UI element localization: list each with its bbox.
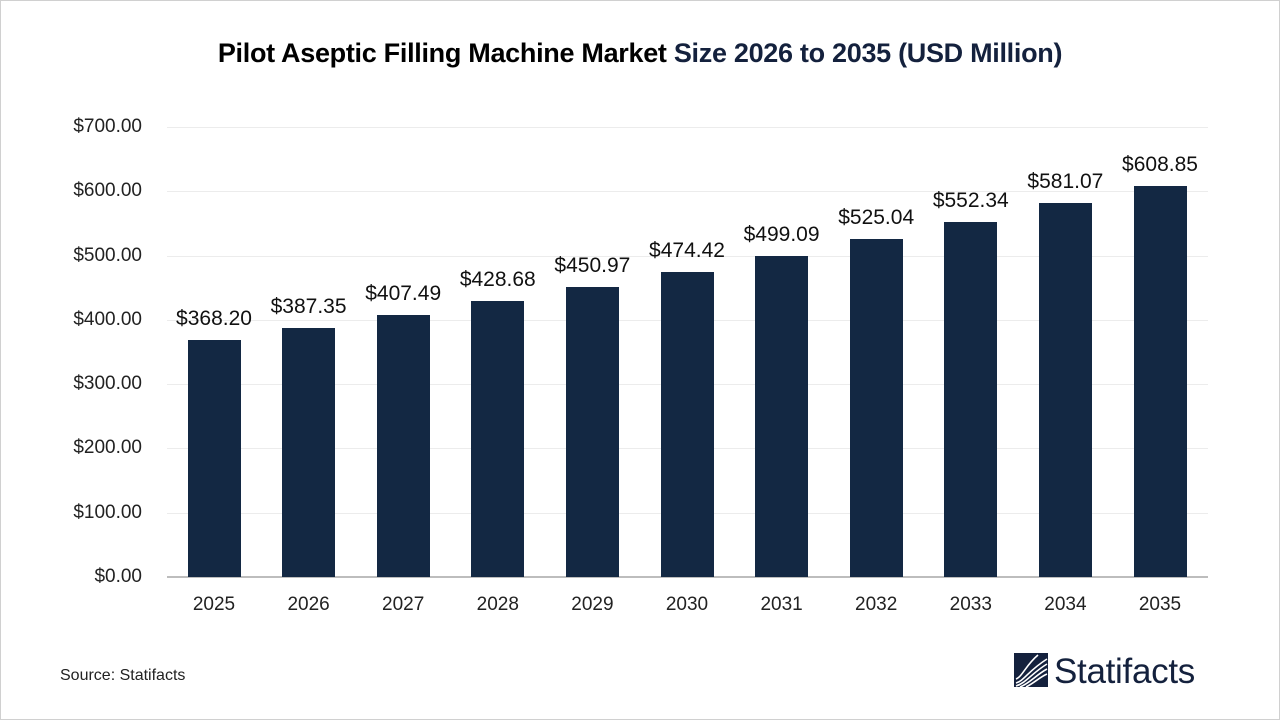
bar-2029: [565, 287, 619, 577]
data-label: $581.07: [1027, 170, 1104, 194]
x-tick-label: 2026: [287, 594, 330, 615]
y-tick-label: $400.00: [73, 308, 142, 330]
x-tick-label: 2029: [571, 594, 614, 615]
data-label: $407.49: [365, 282, 442, 306]
gridline: [167, 191, 1208, 193]
chart-title-main: Pilot Aseptic Filling Machine Market: [217, 38, 674, 68]
source-note: Source: Statifacts: [60, 667, 186, 684]
data-label: $428.68: [459, 268, 536, 292]
y-tick-label: $600.00: [73, 180, 142, 202]
y-tick-label: $200.00: [73, 437, 142, 459]
x-tick-label: 2031: [760, 594, 803, 615]
y-tick-label: $700.00: [73, 116, 142, 137]
x-axis-line: [167, 576, 1208, 578]
x-tick-label: 2030: [665, 594, 709, 615]
data-label: $474.42: [649, 239, 725, 263]
chart-title-accent: Size 2026 to 2035 (USD Million): [673, 38, 1063, 68]
y-tick-label: $300.00: [73, 373, 142, 395]
bar-2031: [755, 256, 809, 577]
bar-2033: [944, 221, 998, 577]
x-tick-label: 2035: [1138, 594, 1182, 615]
logo-text: Statifacts: [1054, 652, 1195, 691]
y-tick-label: $0.00: [94, 566, 142, 587]
bar-2035: [1133, 185, 1187, 577]
bar-2026: [282, 327, 336, 577]
x-tick-label: 2032: [855, 594, 898, 615]
y-tick-label: $100.00: [73, 501, 142, 523]
data-label: $552.34: [932, 188, 1009, 212]
y-tick-label: $500.00: [73, 244, 142, 266]
x-tick-label: 2028: [476, 594, 519, 615]
statifacts-logo: Statifacts: [1014, 652, 1195, 692]
gridline: [167, 255, 1208, 257]
data-label: $525.04: [838, 206, 915, 230]
bar-2027: [376, 315, 430, 577]
x-tick-label: 2025: [192, 594, 236, 615]
data-label: $450.97: [554, 254, 631, 278]
data-label: $499.09: [743, 223, 820, 247]
bar-2028: [471, 301, 525, 577]
x-tick-label: 2027: [382, 594, 425, 615]
bar-2025: [187, 340, 241, 577]
data-label: $368.20: [176, 307, 252, 331]
x-tick-label: 2033: [949, 594, 992, 615]
statifacts-wave-logo-icon: [1014, 652, 1048, 692]
bar-2034: [1038, 203, 1092, 577]
gridline: [167, 127, 1208, 128]
data-label: $387.35: [270, 294, 347, 318]
bar-2032: [849, 239, 903, 577]
x-tick-label: 2034: [1044, 594, 1087, 615]
data-label: $608.85: [1122, 152, 1198, 176]
bar-2030: [660, 272, 714, 577]
chart-title: Pilot Aseptic Filling Machine Market Siz…: [0, 38, 1280, 69]
